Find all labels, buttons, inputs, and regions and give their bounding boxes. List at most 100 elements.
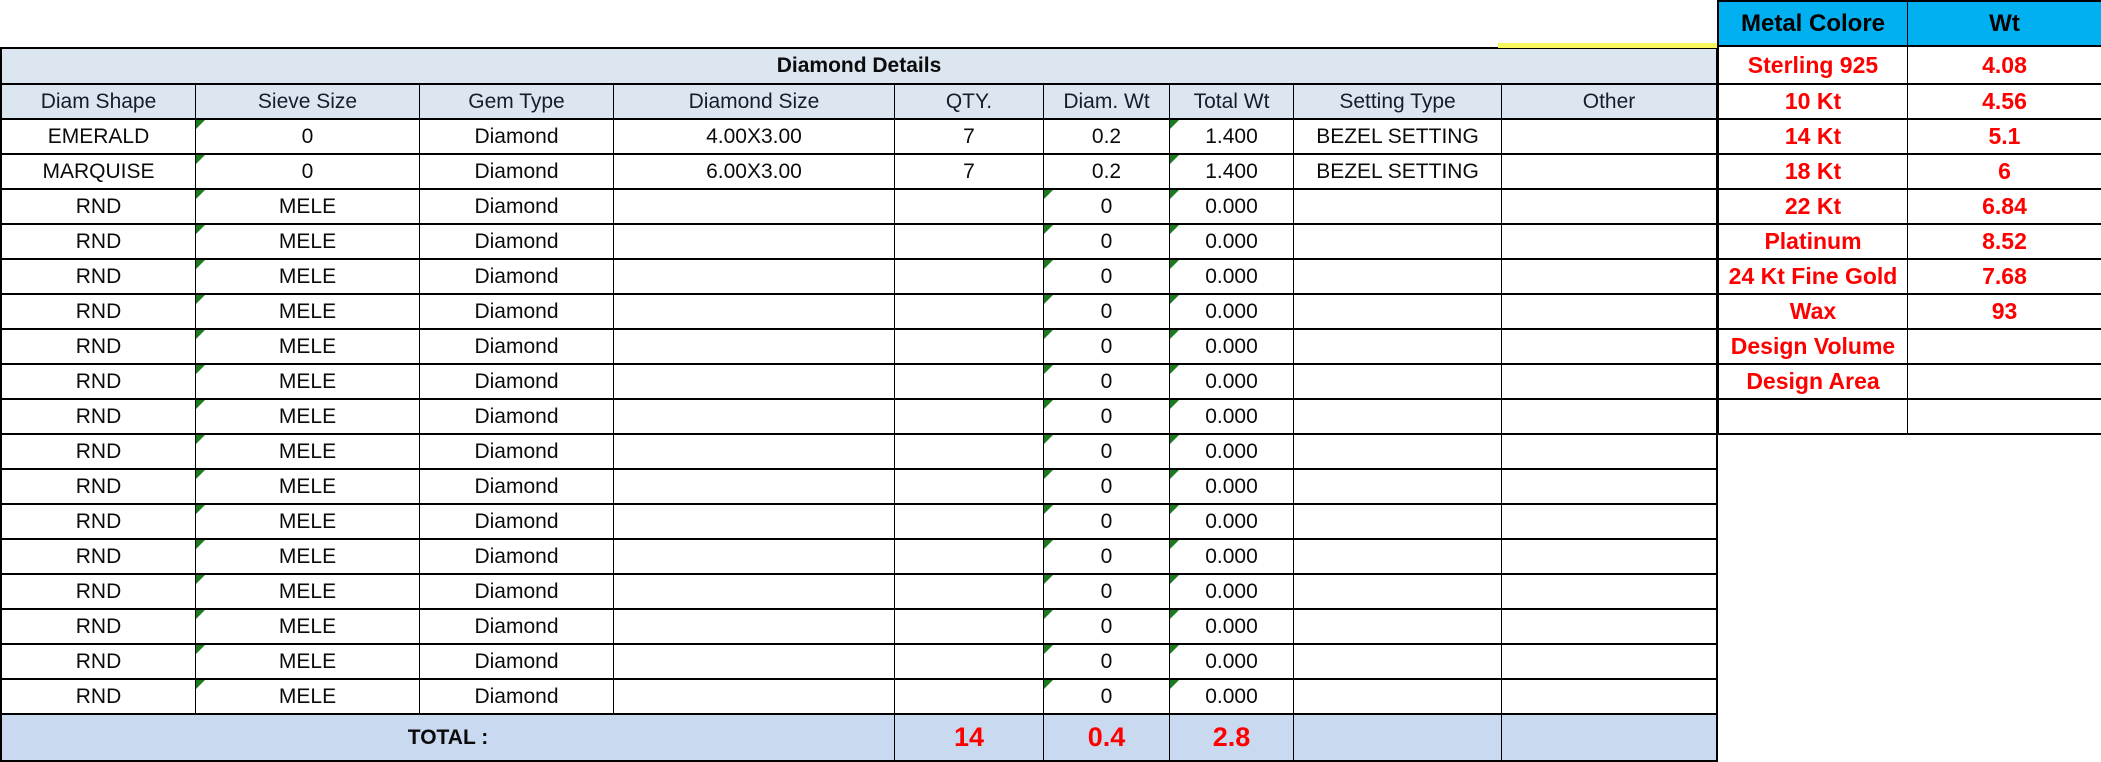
cell-metal-wt[interactable]: 4.56 — [1908, 85, 2101, 120]
cell-setting-type[interactable] — [1294, 505, 1502, 540]
cell-metal-wt[interactable]: 5.1 — [1908, 120, 2101, 155]
cell-metal-wt[interactable]: 4.08 — [1908, 47, 2101, 85]
cell-setting-type[interactable]: BEZEL SETTING — [1294, 155, 1502, 190]
cell-other[interactable] — [1502, 645, 1716, 680]
cell-total-wt[interactable]: 0.000 — [1170, 260, 1294, 295]
cell-diam-wt[interactable]: 0 — [1044, 330, 1170, 365]
cell-metal-wt[interactable]: 8.52 — [1908, 225, 2101, 260]
cell-metal-name[interactable]: 10 Kt — [1719, 85, 1908, 120]
cell-diam-wt[interactable]: 0 — [1044, 295, 1170, 330]
total-label[interactable]: TOTAL : — [2, 715, 895, 762]
cell-other[interactable] — [1502, 155, 1716, 190]
cell-gem-type[interactable]: Diamond — [420, 645, 614, 680]
cell-total-wt[interactable]: 1.400 — [1170, 155, 1294, 190]
cell-metal-name[interactable]: Design Area — [1719, 365, 1908, 400]
cell-diamond-size[interactable] — [614, 505, 895, 540]
cell-setting-type[interactable] — [1294, 470, 1502, 505]
cell-diam-shape[interactable]: RND — [2, 435, 196, 470]
cell-total-wt[interactable]: 0.000 — [1170, 680, 1294, 715]
cell-diamond-size[interactable] — [614, 645, 895, 680]
cell-other[interactable] — [1502, 680, 1716, 715]
total-other-empty[interactable] — [1502, 715, 1716, 762]
cell-gem-type[interactable]: Diamond — [420, 120, 614, 155]
cell-other[interactable] — [1502, 540, 1716, 575]
cell-metal-wt[interactable]: 93 — [1908, 295, 2101, 330]
cell-diamond-size[interactable] — [614, 225, 895, 260]
cell-sieve-size[interactable]: 0 — [196, 155, 420, 190]
cell-sieve-size[interactable]: MELE — [196, 435, 420, 470]
cell-diam-shape[interactable]: RND — [2, 260, 196, 295]
total-setting-empty[interactable] — [1294, 715, 1502, 762]
cell-total-wt[interactable]: 0.000 — [1170, 575, 1294, 610]
cell-sieve-size[interactable]: MELE — [196, 225, 420, 260]
cell-gem-type[interactable]: Diamond — [420, 435, 614, 470]
column-header[interactable]: Diam. Wt — [1044, 85, 1170, 120]
cell-gem-type[interactable]: Diamond — [420, 610, 614, 645]
cell-diam-wt[interactable]: 0 — [1044, 225, 1170, 260]
column-header[interactable]: QTY. — [895, 85, 1044, 120]
cell-sieve-size[interactable]: MELE — [196, 190, 420, 225]
cell-gem-type[interactable]: Diamond — [420, 330, 614, 365]
cell-diamond-size[interactable] — [614, 190, 895, 225]
cell-diam-shape[interactable]: EMERALD — [2, 120, 196, 155]
cell-metal-name[interactable]: Wax — [1719, 295, 1908, 330]
cell-metal-name[interactable]: 24 Kt Fine Gold — [1719, 260, 1908, 295]
cell-metal-wt[interactable]: 7.68 — [1908, 260, 2101, 295]
cell-total-wt[interactable]: 0.000 — [1170, 330, 1294, 365]
cell-qty[interactable] — [895, 400, 1044, 435]
cell-diam-wt[interactable]: 0 — [1044, 540, 1170, 575]
cell-diam-shape[interactable]: RND — [2, 470, 196, 505]
cell-metal-wt[interactable]: 6.84 — [1908, 190, 2101, 225]
cell-diamond-size[interactable] — [614, 680, 895, 715]
cell-gem-type[interactable]: Diamond — [420, 680, 614, 715]
cell-other[interactable] — [1502, 330, 1716, 365]
cell-diam-shape[interactable]: RND — [2, 400, 196, 435]
cell-setting-type[interactable] — [1294, 610, 1502, 645]
cell-diamond-size[interactable] — [614, 540, 895, 575]
cell-qty[interactable] — [895, 330, 1044, 365]
cell-total-wt[interactable]: 0.000 — [1170, 540, 1294, 575]
cell-diam-wt[interactable]: 0 — [1044, 190, 1170, 225]
cell-diam-shape[interactable]: MARQUISE — [2, 155, 196, 190]
cell-diam-wt[interactable]: 0.2 — [1044, 120, 1170, 155]
cell-gem-type[interactable]: Diamond — [420, 400, 614, 435]
cell-diam-wt[interactable]: 0 — [1044, 400, 1170, 435]
cell-gem-type[interactable]: Diamond — [420, 575, 614, 610]
diamond-details-title[interactable]: Diamond Details — [2, 49, 1716, 85]
total-qty[interactable]: 14 — [895, 715, 1044, 762]
cell-qty[interactable] — [895, 225, 1044, 260]
cell-metal-name[interactable]: 18 Kt — [1719, 155, 1908, 190]
cell-gem-type[interactable]: Diamond — [420, 295, 614, 330]
cell-sieve-size[interactable]: MELE — [196, 330, 420, 365]
cell-diam-wt[interactable]: 0 — [1044, 505, 1170, 540]
cell-sieve-size[interactable]: 0 — [196, 120, 420, 155]
cell-qty[interactable] — [895, 575, 1044, 610]
cell-setting-type[interactable] — [1294, 295, 1502, 330]
total-total-wt[interactable]: 2.8 — [1170, 715, 1294, 762]
cell-diam-shape[interactable]: RND — [2, 505, 196, 540]
cell-metal-name[interactable]: 14 Kt — [1719, 120, 1908, 155]
cell-gem-type[interactable]: Diamond — [420, 260, 614, 295]
column-header[interactable]: Setting Type — [1294, 85, 1502, 120]
cell-qty[interactable] — [895, 610, 1044, 645]
cell-qty[interactable] — [895, 540, 1044, 575]
cell-other[interactable] — [1502, 575, 1716, 610]
cell-total-wt[interactable]: 0.000 — [1170, 645, 1294, 680]
cell-other[interactable] — [1502, 470, 1716, 505]
column-header[interactable]: Diam Shape — [2, 85, 196, 120]
cell-other[interactable] — [1502, 225, 1716, 260]
column-header[interactable]: Diamond Size — [614, 85, 895, 120]
cell-sieve-size[interactable]: MELE — [196, 260, 420, 295]
total-diam-wt[interactable]: 0.4 — [1044, 715, 1170, 762]
cell-setting-type[interactable] — [1294, 190, 1502, 225]
cell-diamond-size[interactable] — [614, 575, 895, 610]
cell-other[interactable] — [1502, 295, 1716, 330]
cell-sieve-size[interactable]: MELE — [196, 400, 420, 435]
cell-sieve-size[interactable]: MELE — [196, 540, 420, 575]
cell-diam-shape[interactable]: RND — [2, 365, 196, 400]
cell-qty[interactable] — [895, 680, 1044, 715]
cell-diamond-size[interactable] — [614, 470, 895, 505]
cell-setting-type[interactable] — [1294, 330, 1502, 365]
cell-setting-type[interactable] — [1294, 365, 1502, 400]
cell-diam-wt[interactable]: 0 — [1044, 470, 1170, 505]
